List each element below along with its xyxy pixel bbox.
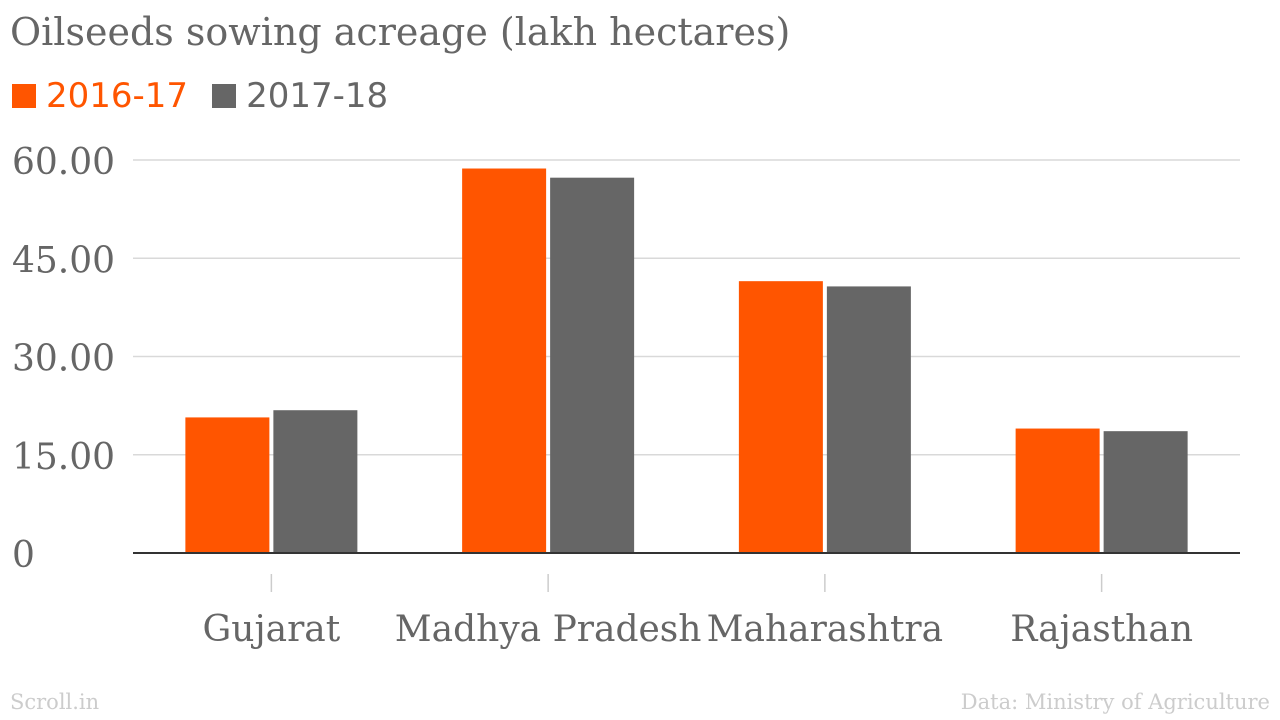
bar	[462, 168, 547, 553]
bar	[1103, 431, 1188, 553]
bar	[826, 286, 911, 553]
legend-swatch-2016-17	[12, 84, 36, 108]
y-tick-label: 0	[12, 535, 35, 576]
y-tick-label: 60.00	[12, 142, 115, 183]
source-right: Data: Ministry of Agriculture	[960, 690, 1270, 714]
y-tick-label: 15.00	[12, 437, 115, 478]
x-tick-label: Rajasthan	[1010, 609, 1193, 650]
legend-label-2017-18: 2017-18	[246, 76, 389, 116]
legend-swatch-2017-18	[212, 84, 237, 108]
bar	[185, 417, 270, 553]
x-tick-label: Madhya Pradesh	[395, 609, 702, 650]
legend-item-2016-17: 2016-17	[12, 76, 188, 116]
source-left: Scroll.in	[10, 690, 100, 714]
legend-label-2016-17: 2016-17	[46, 76, 189, 116]
x-tick-label: Maharashtra	[707, 609, 943, 650]
y-tick-label: 45.00	[12, 240, 115, 281]
y-tick-label: 30.00	[12, 339, 115, 380]
bar	[1015, 428, 1100, 553]
legend-item-2017-18: 2017-18	[212, 76, 388, 116]
chart-title: Oilseeds sowing acreage (lakh hectares)	[10, 10, 791, 54]
x-tick-label: Gujarat	[203, 609, 341, 650]
legend: 2016-17 2017-18	[12, 76, 412, 116]
bar	[273, 410, 358, 553]
bar	[550, 177, 635, 553]
bar	[738, 281, 823, 553]
